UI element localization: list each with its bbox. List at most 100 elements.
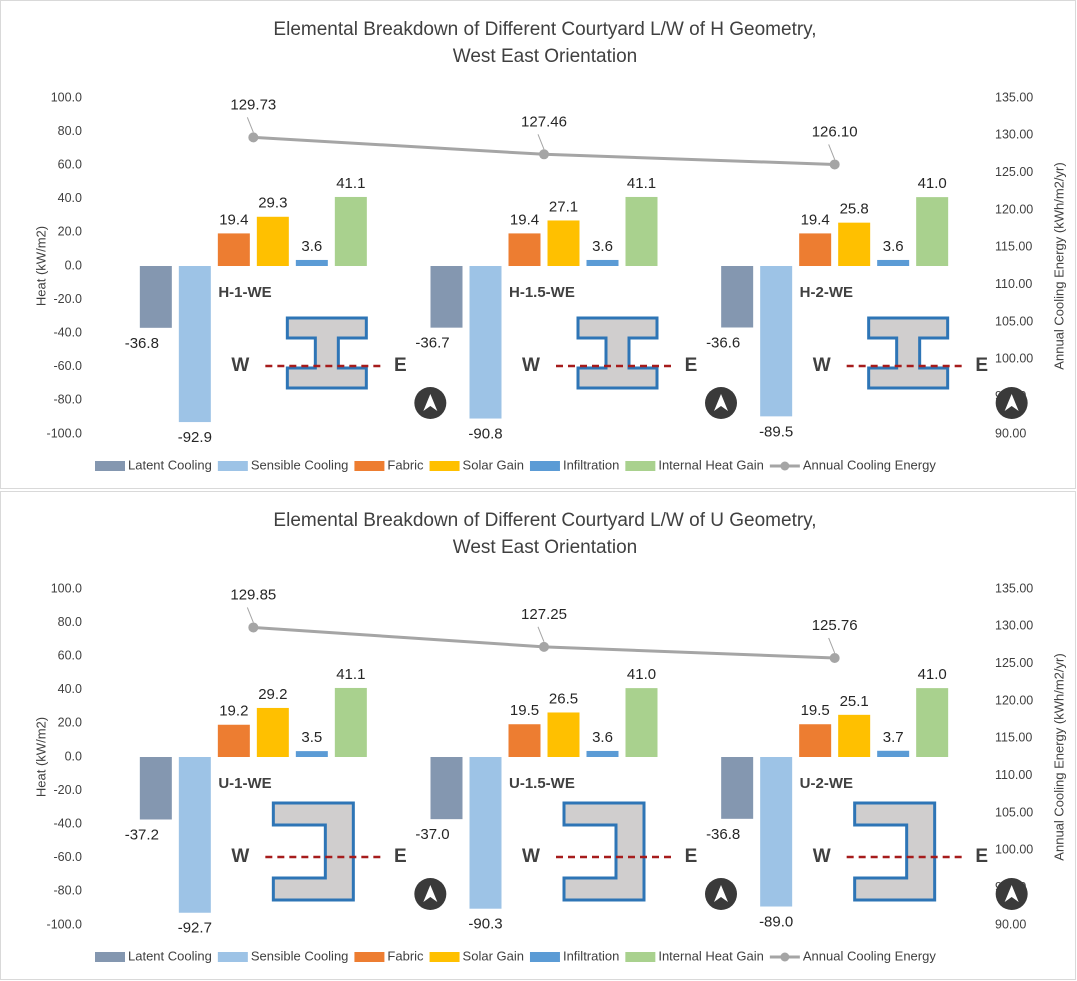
label-leader: [246, 117, 254, 133]
bar-value-label: 19.2: [219, 703, 248, 720]
y-tick-label: 20.0: [58, 716, 82, 730]
north-arrow: [714, 394, 728, 411]
group-label: U-2-WE: [800, 775, 853, 792]
chart: Elemental Breakdown of Different Courtya…: [0, 491, 1076, 980]
bar-value-label: 3.6: [301, 238, 322, 255]
legend-label: Sensible Cooling: [251, 948, 349, 963]
bar: [586, 750, 619, 757]
line-value-label: 129.85: [230, 586, 276, 603]
legend-swatch: [625, 461, 656, 471]
legend-label: Infiltration: [563, 457, 619, 472]
bar: [334, 687, 367, 757]
bar: [334, 196, 367, 266]
legend-label: Internal Heat Gain: [658, 948, 764, 963]
legend-swatch: [95, 952, 125, 962]
legend-swatch: [217, 461, 248, 471]
y2-tick-label: 100.00: [995, 843, 1033, 857]
bar: [139, 266, 172, 328]
bar: [430, 266, 463, 328]
bar: [469, 757, 502, 909]
bar-value-label: -36.6: [706, 334, 740, 351]
bar-value-label: -37.2: [125, 826, 159, 843]
line-value-label: 125.76: [812, 617, 858, 634]
bar-value-label: 19.5: [510, 702, 539, 719]
chart: Elemental Breakdown of Different Courtya…: [0, 0, 1076, 489]
y2-tick-label: 90.00: [995, 426, 1026, 440]
bar-value-label: 41.0: [627, 666, 656, 683]
bar: [916, 688, 949, 757]
y-tick-label: 100.0: [51, 90, 82, 104]
bar-value-label: -90.8: [468, 426, 502, 443]
bar-value-label: 41.1: [336, 175, 365, 192]
compass-west: W: [813, 846, 831, 867]
bar: [178, 757, 211, 913]
chart-frame: [0, 491, 1076, 980]
y-tick-label: -100.0: [47, 426, 82, 440]
legend-swatch: [780, 952, 790, 962]
legend-swatch: [354, 461, 385, 471]
line-value-label: 126.10: [812, 123, 858, 140]
legend-swatch: [354, 952, 385, 962]
group-label: H-1.5-WE: [509, 284, 575, 301]
line-marker: [248, 132, 259, 143]
bar: [838, 222, 871, 266]
group-label: U-1.5-WE: [509, 775, 575, 792]
compass-west: W: [522, 355, 540, 376]
bar: [295, 751, 328, 757]
legend-swatch: [625, 952, 656, 962]
group-label: H-2-WE: [800, 284, 853, 301]
bar: [508, 233, 541, 266]
compass-east: E: [394, 355, 407, 376]
bar: [430, 757, 463, 820]
y-tick-label: -60.0: [54, 359, 83, 373]
building-shape: [562, 801, 646, 902]
bar: [721, 757, 754, 819]
y-tick-label: -60.0: [54, 850, 83, 864]
bar-value-label: -90.3: [468, 916, 502, 933]
bar: [799, 233, 832, 266]
bar: [469, 266, 502, 419]
bar: [625, 196, 658, 266]
line-value-label: 129.73: [230, 96, 276, 113]
label-leader: [828, 637, 836, 654]
legend-label: Solar Gain: [463, 457, 524, 472]
y2-tick-label: 125.00: [995, 656, 1033, 670]
bar-value-label: 19.4: [219, 211, 248, 228]
bar: [721, 266, 754, 328]
y2-tick-label: 100.00: [995, 352, 1033, 366]
y2-tick-label: 90.00: [995, 917, 1026, 931]
y2-axis-label: Annual Cooling Energy (kWh/m2/yr): [1051, 162, 1066, 369]
legend-swatch: [529, 461, 560, 471]
bar: [760, 757, 793, 907]
y-tick-label: 80.0: [58, 615, 82, 629]
bar: [625, 688, 658, 757]
bar-value-label: 25.8: [840, 201, 869, 218]
building-shape: [576, 316, 659, 390]
building-shape: [285, 316, 368, 390]
bar-value-label: 41.1: [336, 666, 365, 683]
bar: [139, 757, 172, 820]
bar: [217, 724, 250, 757]
legend-swatch: [429, 461, 460, 471]
group-label: U-1-WE: [218, 775, 271, 792]
building-shape: [867, 316, 950, 390]
line-marker: [829, 652, 840, 663]
chart-title: West East Orientation: [453, 46, 637, 67]
group-label: H-1-WE: [218, 284, 271, 301]
building-shape: [853, 801, 937, 902]
compass-east: E: [975, 846, 988, 867]
compass-west: W: [522, 846, 540, 867]
bar-value-label: 26.5: [549, 690, 578, 707]
bar-value-label: 25.1: [840, 693, 869, 710]
y2-tick-label: 130.00: [995, 128, 1033, 142]
label-leader: [537, 626, 545, 643]
bar: [916, 197, 949, 266]
chart-title: Elemental Breakdown of Different Courtya…: [273, 510, 816, 531]
bar: [877, 259, 910, 266]
compass-west: W: [813, 355, 831, 376]
compass-east: E: [685, 846, 698, 867]
y-tick-label: 40.0: [58, 191, 82, 205]
bar: [877, 750, 910, 757]
line-value-label: 127.25: [521, 606, 567, 623]
